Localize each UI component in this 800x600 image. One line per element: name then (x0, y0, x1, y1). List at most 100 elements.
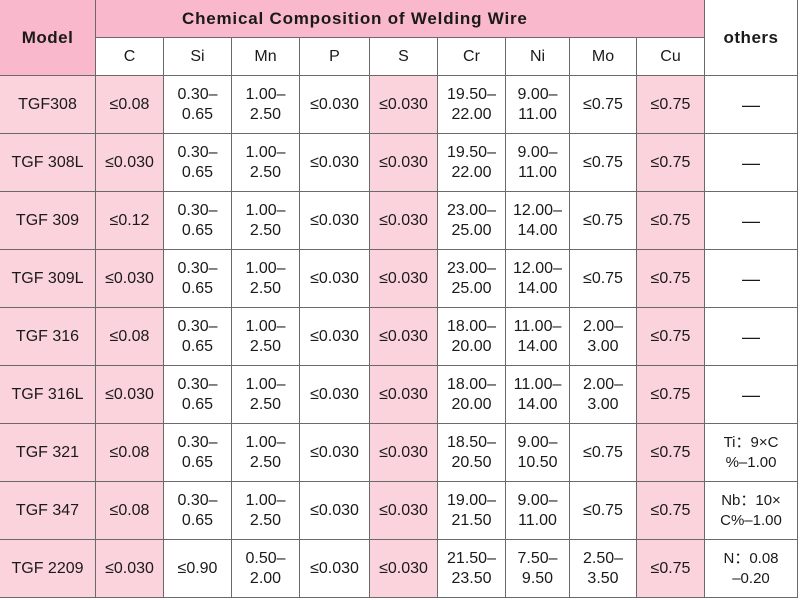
cell-cu: ≤0.75 (637, 76, 705, 134)
column-header-mn: Mn (232, 38, 300, 76)
cell-mo: ≤0.75 (570, 424, 637, 482)
row-model: TGF 316L (0, 366, 96, 424)
cell-p: ≤0.030 (300, 250, 370, 308)
cell-cr: 23.00– 25.00 (438, 250, 506, 308)
cell-cr: 18.00– 20.00 (438, 366, 506, 424)
cell-mo: ≤0.75 (570, 482, 637, 540)
row-model: TGF 2209 (0, 540, 96, 598)
cell-p: ≤0.030 (300, 540, 370, 598)
cell-p: ≤0.030 (300, 76, 370, 134)
cell-cr: 21.50– 23.50 (438, 540, 506, 598)
cell-ni: 11.00– 14.00 (506, 366, 570, 424)
row-model: TGF 347 (0, 482, 96, 540)
row-model: TGF 309 (0, 192, 96, 250)
cell-p: ≤0.030 (300, 308, 370, 366)
cell-others: — (705, 250, 798, 308)
column-header-mo: Mo (570, 38, 637, 76)
cell-si: 0.30– 0.65 (164, 424, 232, 482)
cell-s: ≤0.030 (370, 76, 438, 134)
cell-others: Ti：9×C %–1.00 (705, 424, 798, 482)
cell-cu: ≤0.75 (637, 134, 705, 192)
cell-si: 0.30– 0.65 (164, 250, 232, 308)
column-header-si: Si (164, 38, 232, 76)
cell-c: ≤0.030 (96, 366, 164, 424)
cell-c: ≤0.12 (96, 192, 164, 250)
cell-s: ≤0.030 (370, 250, 438, 308)
cell-s: ≤0.030 (370, 134, 438, 192)
cell-c: ≤0.08 (96, 308, 164, 366)
cell-others: N：0.08 –0.20 (705, 540, 798, 598)
cell-mn: 1.00– 2.50 (232, 424, 300, 482)
cell-si: 0.30– 0.65 (164, 482, 232, 540)
cell-cr: 18.00– 20.00 (438, 308, 506, 366)
cell-s: ≤0.030 (370, 366, 438, 424)
cell-cr: 19.50– 22.00 (438, 134, 506, 192)
cell-c: ≤0.030 (96, 540, 164, 598)
column-header-s: S (370, 38, 438, 76)
cell-mo: 2.50– 3.50 (570, 540, 637, 598)
cell-ni: 9.00– 11.00 (506, 134, 570, 192)
cell-others: — (705, 366, 798, 424)
cell-ni: 12.00– 14.00 (506, 192, 570, 250)
others-header: others (705, 0, 798, 76)
cell-c: ≤0.08 (96, 76, 164, 134)
cell-p: ≤0.030 (300, 366, 370, 424)
cell-ni: 9.00– 10.50 (506, 424, 570, 482)
cell-mo: 2.00– 3.00 (570, 366, 637, 424)
cell-si: 0.30– 0.65 (164, 192, 232, 250)
cell-others: — (705, 308, 798, 366)
cell-mn: 1.00– 2.50 (232, 250, 300, 308)
row-model: TGF 309L (0, 250, 96, 308)
cell-cu: ≤0.75 (637, 482, 705, 540)
column-header-ni: Ni (506, 38, 570, 76)
cell-mo: ≤0.75 (570, 250, 637, 308)
cell-mn: 1.00– 2.50 (232, 482, 300, 540)
cell-mn: 1.00– 2.50 (232, 192, 300, 250)
cell-si: 0.30– 0.65 (164, 134, 232, 192)
row-model: TGF 321 (0, 424, 96, 482)
cell-mo: 2.00– 3.00 (570, 308, 637, 366)
cell-s: ≤0.030 (370, 482, 438, 540)
cell-mo: ≤0.75 (570, 134, 637, 192)
column-header-c: C (96, 38, 164, 76)
cell-ni: 9.00– 11.00 (506, 482, 570, 540)
cell-mo: ≤0.75 (570, 76, 637, 134)
cell-si: 0.30– 0.65 (164, 308, 232, 366)
cell-mn: 1.00– 2.50 (232, 308, 300, 366)
row-model: TGF308 (0, 76, 96, 134)
model-header: Model (0, 0, 96, 76)
cell-ni: 12.00– 14.00 (506, 250, 570, 308)
cell-c: ≤0.08 (96, 482, 164, 540)
cell-si: 0.30– 0.65 (164, 76, 232, 134)
cell-others: — (705, 192, 798, 250)
cell-cr: 18.50– 20.50 (438, 424, 506, 482)
row-model: TGF 308L (0, 134, 96, 192)
cell-cu: ≤0.75 (637, 250, 705, 308)
cell-p: ≤0.030 (300, 424, 370, 482)
cell-ni: 7.50– 9.50 (506, 540, 570, 598)
cell-s: ≤0.030 (370, 192, 438, 250)
cell-p: ≤0.030 (300, 192, 370, 250)
cell-mn: 1.00– 2.50 (232, 134, 300, 192)
cell-si: 0.30– 0.65 (164, 366, 232, 424)
cell-cu: ≤0.75 (637, 540, 705, 598)
cell-mo: ≤0.75 (570, 192, 637, 250)
cell-s: ≤0.030 (370, 540, 438, 598)
column-header-cr: Cr (438, 38, 506, 76)
column-header-p: P (300, 38, 370, 76)
cell-mn: 0.50– 2.00 (232, 540, 300, 598)
cell-cr: 23.00– 25.00 (438, 192, 506, 250)
cell-cu: ≤0.75 (637, 366, 705, 424)
cell-s: ≤0.030 (370, 308, 438, 366)
cell-others: — (705, 134, 798, 192)
row-model: TGF 316 (0, 308, 96, 366)
cell-cu: ≤0.75 (637, 308, 705, 366)
cell-mn: 1.00– 2.50 (232, 366, 300, 424)
cell-p: ≤0.030 (300, 134, 370, 192)
cell-s: ≤0.030 (370, 424, 438, 482)
column-header-cu: Cu (637, 38, 705, 76)
table-title: Chemical Composition of Welding Wire (96, 0, 705, 38)
cell-c: ≤0.030 (96, 134, 164, 192)
cell-others: — (705, 76, 798, 134)
